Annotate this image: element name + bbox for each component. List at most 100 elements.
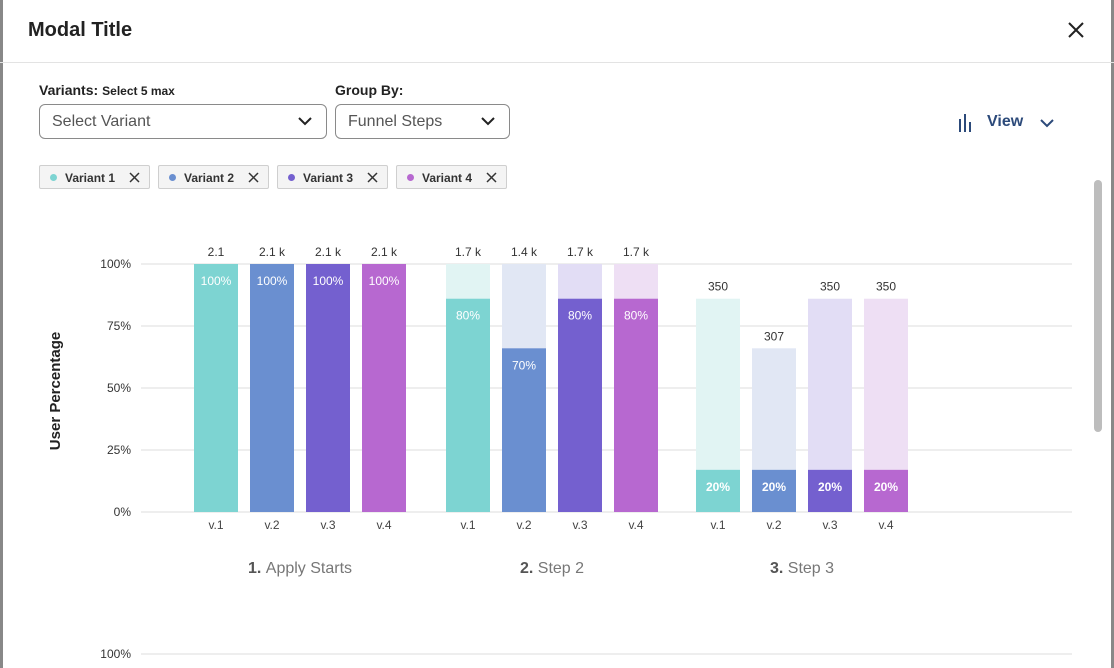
bar[interactable] (306, 264, 350, 512)
bar[interactable] (696, 469, 740, 512)
bar[interactable] (808, 469, 852, 512)
y-tick-label: 100% (100, 257, 131, 271)
variant-select-placeholder: Select Variant (52, 113, 151, 130)
remove-icon[interactable] (486, 172, 497, 183)
chevron-down-icon (481, 117, 495, 126)
variants-label-text: Variants: (39, 82, 99, 98)
variants-hint: Select 5 max (102, 84, 175, 98)
bar-percent-label: 80% (624, 309, 648, 323)
bar-count-label: 2.1 k (259, 245, 286, 259)
x-tick-label: v.4 (628, 518, 643, 532)
modal-header: Modal Title (0, 0, 1114, 63)
bar-count-label: 307 (764, 329, 784, 343)
group-label: 3. Step 3 (770, 560, 834, 577)
bar-count-label: 1.4 k (511, 245, 538, 259)
bar[interactable] (864, 469, 908, 512)
y-tick-label: 0% (114, 505, 132, 519)
x-tick-label: v.2 (264, 518, 279, 532)
bar-count-label: 1.7 k (623, 245, 650, 259)
bar[interactable] (194, 264, 238, 512)
bar[interactable] (446, 298, 490, 512)
variants-label: Variants: Select 5 max (39, 82, 175, 98)
bar[interactable] (502, 348, 546, 512)
chip-label: Variant 4 (422, 171, 473, 185)
modal-title: Modal Title (28, 19, 133, 41)
x-tick-label: v.3 (572, 518, 587, 532)
x-tick-label: v.2 (766, 518, 781, 532)
bar[interactable] (558, 298, 602, 512)
close-button[interactable] (1062, 16, 1090, 44)
group-by-label: Group By: (335, 82, 404, 98)
view-label: View (987, 113, 1024, 130)
y-tick-label: 100% (100, 647, 131, 661)
bar-count-label: 350 (876, 280, 896, 294)
bar-percent-label: 100% (369, 274, 400, 288)
bar-percent-label: 70% (512, 358, 536, 372)
group-label: 2. Step 2 (520, 560, 584, 577)
bar-percent-label: 80% (568, 309, 592, 323)
bar-percent-label: 20% (762, 480, 786, 494)
x-tick-label: v.3 (320, 518, 335, 532)
bar-percent-label: 20% (874, 480, 898, 494)
group-name: Apply Starts (266, 560, 352, 577)
remove-icon[interactable] (129, 172, 140, 183)
scrollbar-thumb[interactable] (1094, 180, 1102, 432)
chip-dot (288, 174, 295, 181)
x-tick-label: v.2 (516, 518, 531, 532)
variant-select[interactable]: Select Variant (39, 104, 327, 139)
chip-dot (169, 174, 176, 181)
bar-count-label: 350 (708, 280, 728, 294)
window-frame-right (1111, 0, 1114, 668)
bar-count-label: 1.7 k (567, 245, 594, 259)
remove-icon[interactable] (367, 172, 378, 183)
bar[interactable] (362, 264, 406, 512)
bar-count-label: 350 (820, 280, 840, 294)
bar-percent-label: 20% (818, 480, 842, 494)
bar-chart-icon (959, 114, 971, 132)
x-tick-label: v.1 (208, 518, 223, 532)
bar[interactable] (250, 264, 294, 512)
variant-chip-3: Variant 3 (277, 165, 388, 189)
bar-percent-label: 100% (257, 274, 288, 288)
variant-chip-2: Variant 2 (158, 165, 269, 189)
group-name: Step 2 (538, 560, 584, 577)
y-tick-label: 50% (107, 381, 131, 395)
bar-percent-label: 80% (456, 309, 480, 323)
chip-label: Variant 2 (184, 171, 235, 185)
close-icon (1068, 22, 1084, 38)
chevron-down-icon (1040, 119, 1054, 128)
group-number: 2. (520, 560, 538, 577)
window-frame-left (0, 0, 3, 668)
chip-dot (50, 174, 57, 181)
x-tick-label: v.4 (878, 518, 893, 532)
bar[interactable] (752, 469, 796, 512)
variant-chip-1: Variant 1 (39, 165, 150, 189)
chip-label: Variant 1 (65, 171, 116, 185)
bar-count-label: 2.1 k (371, 245, 398, 259)
group-label: 1. Apply Starts (248, 560, 352, 577)
variant-chip-4: Variant 4 (396, 165, 507, 189)
group-name: Step 3 (788, 560, 834, 577)
group-number: 1. (248, 560, 266, 577)
group-by-select[interactable]: Funnel Steps (335, 104, 510, 139)
x-tick-label: v.1 (460, 518, 475, 532)
bar-percent-label: 20% (706, 480, 730, 494)
x-tick-label: v.1 (710, 518, 725, 532)
y-tick-label: 25% (107, 443, 131, 457)
group-by-value: Funnel Steps (348, 113, 443, 130)
y-axis-title: User Percentage (47, 332, 64, 450)
bar-percent-label: 100% (313, 274, 344, 288)
view-button[interactable]: View (958, 110, 1058, 136)
bar-count-label: 1.7 k (455, 245, 482, 259)
x-tick-label: v.3 (822, 518, 837, 532)
bar-count-label: 2.1 k (315, 245, 342, 259)
remove-icon[interactable] (248, 172, 259, 183)
bar[interactable] (614, 298, 658, 512)
x-tick-label: v.4 (376, 518, 391, 532)
chip-dot (407, 174, 414, 181)
bar-percent-label: 100% (201, 274, 232, 288)
chevron-down-icon (298, 117, 312, 126)
bar-count-label: 2.1 (208, 245, 225, 259)
y-tick-label: 75% (107, 319, 131, 333)
